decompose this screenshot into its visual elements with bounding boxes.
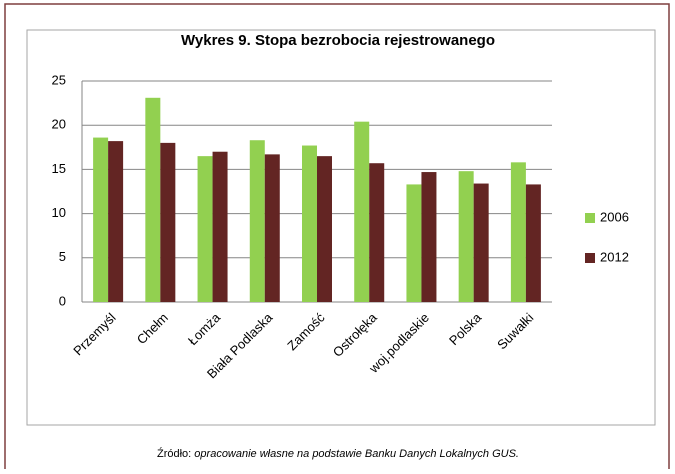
bar: [473, 183, 489, 302]
bar: [264, 154, 280, 302]
bar: [197, 156, 213, 302]
source-text: opracowanie własne na podstawie Banku Da…: [194, 448, 519, 460]
legend-label: 2012: [600, 249, 629, 264]
bar: [525, 184, 541, 302]
legend-swatch: [585, 253, 595, 263]
bar: [302, 145, 317, 302]
bar: [369, 163, 385, 302]
outer-frame: [4, 3, 670, 474]
bar: [249, 140, 265, 302]
bar: [458, 171, 474, 302]
bar: [212, 151, 228, 302]
y-tick-label: 20: [52, 117, 66, 132]
y-tick-label: 15: [52, 161, 66, 176]
legend-swatch: [585, 213, 595, 223]
bar: [354, 121, 370, 302]
bar: [317, 156, 332, 302]
bar: [108, 141, 124, 302]
y-tick-label: 10: [52, 205, 66, 220]
bar: [145, 97, 161, 303]
bar: [421, 172, 437, 302]
chart-title: Wykres 9. Stopa bezrobocia rejestrowaneg…: [181, 32, 495, 49]
legend-label: 2006: [600, 209, 629, 224]
source-label: Źródło:: [157, 447, 191, 460]
chart-frame: [26, 29, 656, 426]
source-note: Źródło: opracowanie własne na podstawie …: [157, 447, 519, 460]
y-tick-label: 5: [59, 249, 66, 264]
bar: [510, 162, 526, 302]
bar: [406, 184, 422, 302]
y-tick-label: 25: [52, 72, 66, 87]
y-tick-label: 0: [59, 293, 66, 308]
bar: [160, 142, 176, 302]
bar: [93, 137, 109, 302]
